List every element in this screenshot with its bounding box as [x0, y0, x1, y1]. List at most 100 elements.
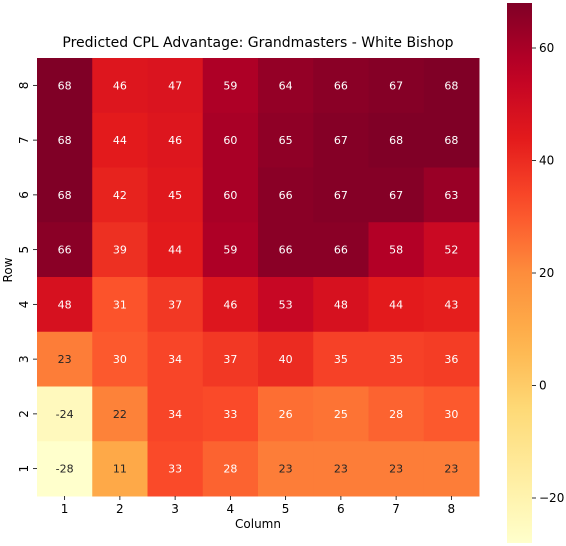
heatmap-cell-label: 34 [168, 408, 182, 421]
heatmap-cell [258, 277, 314, 333]
colorbar-tick-label: −20 [539, 491, 564, 505]
heatmap-cell [202, 112, 259, 168]
heatmap-cell-label: 35 [389, 353, 403, 366]
heatmap-cell-label: 65 [279, 134, 293, 147]
heatmap-cell-label: 44 [113, 134, 127, 147]
heatmap-cell [423, 386, 480, 442]
heatmap-cell [37, 58, 93, 114]
y-tick-label: 4 [17, 301, 31, 309]
x-tick-label: 7 [392, 502, 400, 516]
heatmap-cell [92, 58, 148, 114]
heatmap-cell-label: 42 [113, 189, 127, 202]
x-tick-label: 6 [337, 502, 345, 516]
heatmap-cell-label: 67 [334, 134, 348, 147]
heatmap-cell [37, 112, 93, 168]
heatmap-cell-label: 44 [168, 244, 182, 257]
heatmap-cell [258, 222, 314, 278]
heatmap-cell [37, 331, 93, 387]
heatmap-cell [147, 167, 204, 223]
heatmap-cell [423, 222, 480, 278]
heatmap-cell-label: 66 [279, 189, 293, 202]
heatmap-cell-label: 68 [58, 189, 72, 202]
heatmap-cell [202, 441, 259, 497]
heatmap-cell [37, 222, 93, 278]
x-tick-label: 1 [61, 502, 69, 516]
heatmap-cell [202, 222, 259, 278]
heatmap-cell [258, 112, 314, 168]
heatmap-cell [202, 331, 259, 387]
heatmap-cell-label: 67 [389, 79, 403, 92]
heatmap-cell-label: 47 [168, 79, 182, 92]
heatmap-cell-label: 23 [334, 463, 348, 476]
heatmap-cell [147, 441, 204, 497]
heatmap-cell-label: 66 [58, 244, 72, 257]
heatmap-cell-label: 68 [444, 134, 458, 147]
heatmap-cell [313, 441, 369, 497]
y-tick-label: 5 [17, 246, 31, 254]
chart-title: Predicted CPL Advantage: Grandmasters - … [62, 35, 453, 51]
heatmap-cell [258, 331, 314, 387]
colorbar-tick-label: 40 [539, 154, 554, 168]
heatmap-cell-label: 30 [113, 353, 127, 366]
heatmap-cell [423, 277, 480, 333]
heatmap-cell [313, 112, 369, 168]
heatmap-cell [92, 167, 148, 223]
heatmap-cell [92, 277, 148, 333]
y-tick-label: 6 [17, 191, 31, 199]
heatmap-cell-label: 46 [223, 298, 237, 311]
colorbar: −20 0 20 40 60 [507, 3, 564, 543]
heatmap-cell [423, 331, 480, 387]
x-tick-label: 3 [171, 502, 179, 516]
heatmap-cell [147, 222, 204, 278]
heatmap-cell-label: 53 [279, 298, 293, 311]
heatmap-cell-label: 68 [444, 79, 458, 92]
x-axis-label: Column [235, 517, 281, 531]
heatmap-cell [202, 386, 259, 442]
heatmap-cell [368, 441, 425, 497]
heatmap-cell [147, 386, 204, 442]
heatmap-cell [368, 331, 425, 387]
x-tick-label: 8 [448, 502, 456, 516]
heatmap-cell [423, 58, 480, 114]
x-axis: 1 2 3 4 5 6 7 8 [61, 496, 455, 516]
heatmap-cell-label: 67 [334, 189, 348, 202]
heatmap-cell-label: 28 [223, 463, 237, 476]
heatmap-cell [258, 167, 314, 223]
heatmap-cell [258, 58, 314, 114]
heatmap-cell-label: 66 [334, 244, 348, 257]
heatmap-cell-label: 23 [444, 463, 458, 476]
heatmap-cell-label: 44 [389, 298, 403, 311]
colorbar-tick-label: 60 [539, 41, 554, 55]
heatmap-cell [313, 277, 369, 333]
y-tick-label: 8 [17, 82, 31, 90]
heatmap-cell-label: 64 [279, 79, 293, 92]
heatmap-cell-label: 66 [334, 79, 348, 92]
heatmap-cell-label: 46 [113, 79, 127, 92]
heatmap-cell-label: 68 [389, 134, 403, 147]
heatmap-cell [147, 277, 204, 333]
heatmap-cell-label: 45 [168, 189, 182, 202]
heatmap-cell-label: 68 [58, 134, 72, 147]
heatmap-cell-label: 11 [113, 463, 127, 476]
heatmap-cell [92, 441, 148, 497]
heatmap-cell-label: 35 [334, 353, 348, 366]
heatmap-cell-label: 52 [444, 244, 458, 257]
heatmap-cell-label: 36 [444, 353, 458, 366]
heatmap-cell-label: 67 [389, 189, 403, 202]
heatmap-cell-label: 37 [168, 298, 182, 311]
heatmap-cell-label: 66 [279, 244, 293, 257]
heatmap-cells [37, 58, 480, 497]
heatmap-cell-label: 39 [113, 244, 127, 257]
heatmap-cell [423, 441, 480, 497]
heatmap-cell [37, 167, 93, 223]
heatmap-cell-label: 30 [444, 408, 458, 421]
heatmap-cell-label: 40 [279, 353, 293, 366]
heatmap-cell-label: 60 [223, 134, 237, 147]
heatmap-cell-label: 46 [168, 134, 182, 147]
heatmap-cell-label: 48 [58, 298, 72, 311]
heatmap-cell [423, 167, 480, 223]
heatmap-cell [313, 167, 369, 223]
heatmap-cell-label: 23 [389, 463, 403, 476]
y-axis-label: Row [1, 257, 15, 282]
